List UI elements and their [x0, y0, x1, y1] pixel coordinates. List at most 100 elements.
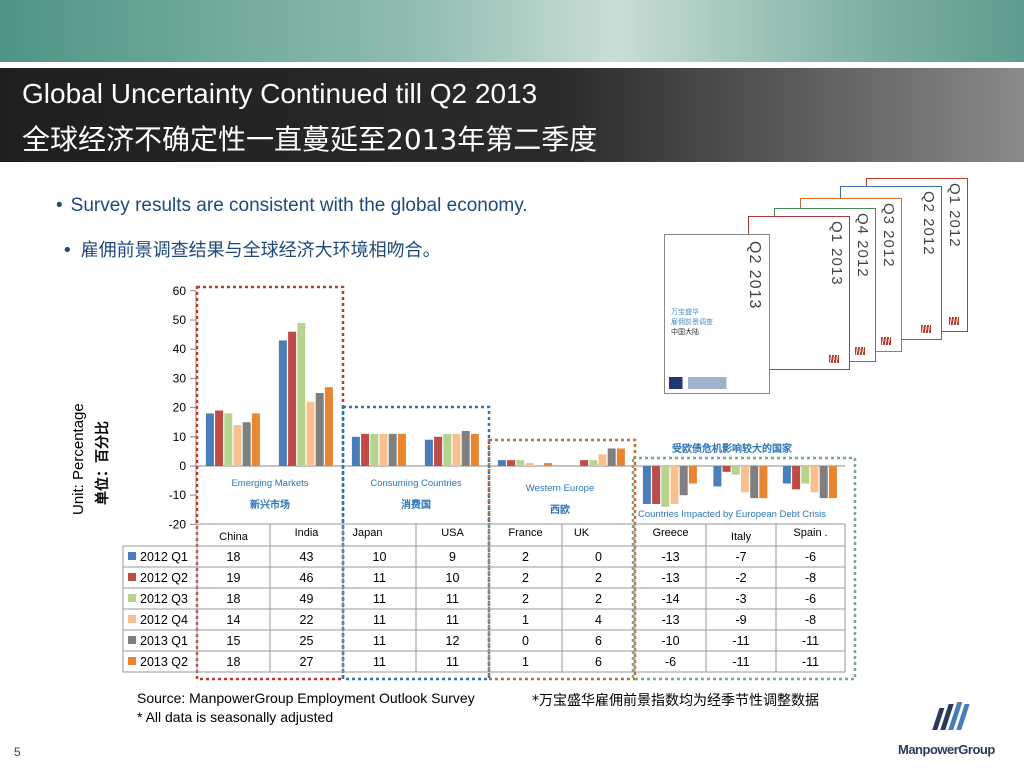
table-cell: 11 — [446, 592, 459, 606]
table-cell: 0 — [522, 634, 529, 648]
booklet-line1: 万宝盛华 — [671, 308, 699, 316]
booklet-label: Q4 2012 — [854, 213, 871, 278]
table-cell: 2 — [595, 571, 602, 585]
group-box-debt-crisis — [631, 456, 857, 681]
y-tick-label: -20 — [169, 517, 187, 531]
table-cell: 12 — [446, 634, 460, 648]
table-cell: 14 — [227, 613, 241, 627]
page-number: 5 — [14, 745, 21, 759]
table-cell: 2 — [522, 550, 529, 564]
table-cell: 2 — [595, 592, 602, 606]
table-cell: 6 — [595, 655, 602, 669]
bar — [397, 433, 406, 466]
table-cell: -2 — [735, 571, 746, 585]
y-tick-label: 20 — [173, 401, 187, 415]
table-cell: 6 — [595, 634, 602, 648]
bar — [379, 433, 388, 466]
table-column-header: Italy — [731, 531, 752, 543]
table-cell: 11 — [373, 613, 386, 627]
table-cell: 18 — [227, 592, 241, 606]
bar — [443, 433, 452, 466]
table-cell: 11 — [373, 571, 386, 585]
bar — [497, 460, 506, 466]
manpower-mini-logo-icon — [855, 347, 865, 355]
table-cell: 10 — [446, 571, 460, 585]
y-tick-label: 50 — [173, 313, 187, 327]
bar — [670, 466, 679, 504]
bullet-dot-icon: • — [56, 195, 63, 216]
table-cell: 11 — [373, 634, 386, 648]
legend-label: 2012 Q4 — [140, 613, 188, 627]
table-column-header: India — [295, 527, 320, 539]
table-column-header: France — [508, 527, 542, 539]
table-cell: 11 — [373, 592, 386, 606]
bar — [713, 466, 722, 487]
bar — [315, 393, 324, 466]
bar — [598, 454, 607, 466]
table-cell: -10 — [661, 634, 679, 648]
source-note: Source: ManpowerGroup Employment Outlook… — [137, 690, 475, 706]
bar — [731, 466, 740, 475]
table-cell: 19 — [227, 571, 241, 585]
title-bar — [0, 68, 1024, 162]
manpower-mini-logo-icon — [881, 337, 891, 345]
bar — [516, 460, 525, 466]
table-cell: 43 — [300, 550, 314, 564]
bar — [543, 463, 552, 466]
y-tick-label: -10 — [169, 488, 187, 502]
table-cell: -8 — [805, 613, 816, 627]
bullet-en-text: Survey results are consistent with the g… — [70, 195, 528, 216]
table-column-header: UK — [574, 527, 590, 539]
table-column-header: China — [219, 531, 249, 543]
manpower-mini-logo-icon — [829, 355, 839, 363]
table-cell: 18 — [227, 655, 241, 669]
bar — [759, 466, 768, 499]
bar — [819, 466, 828, 499]
table-cell: 11 — [446, 655, 459, 669]
bar — [470, 433, 479, 466]
booklet-label: Q2 2012 — [920, 191, 937, 256]
bar — [722, 466, 731, 472]
table-cell: 1 — [522, 655, 529, 669]
table-cell: -11 — [732, 655, 749, 669]
bar — [242, 422, 251, 466]
bar — [607, 448, 616, 466]
table-cell: 46 — [300, 571, 314, 585]
manpower-mini-logo-icon — [949, 317, 959, 325]
bar — [351, 436, 360, 466]
bar — [750, 466, 759, 499]
booklet-label: Q1 2013 — [828, 221, 845, 286]
legend-swatch — [128, 552, 136, 560]
table-cell: 25 — [300, 634, 314, 648]
table-cell: -6 — [805, 550, 816, 564]
bar — [525, 463, 534, 466]
manpower-mini-logo-icon — [921, 325, 931, 333]
booklet-label: Q1 2012 — [946, 183, 963, 248]
legend-swatch — [128, 657, 136, 665]
group-label-cn: 受欧债危机影响较大的国家 — [672, 442, 793, 455]
legend-swatch — [128, 573, 136, 581]
bar — [278, 340, 287, 466]
table-column-header: USA — [441, 527, 464, 539]
y-tick-label: 0 — [179, 459, 186, 473]
table-cell: 1 — [522, 613, 529, 627]
table-cell: -11 — [802, 655, 819, 669]
group-label-cn: 新兴市场 — [250, 498, 290, 511]
legend-label: 2013 Q2 — [140, 655, 188, 669]
legend-swatch — [128, 636, 136, 644]
y-tick-label: 60 — [173, 284, 187, 298]
manpowergroup-logo-icon — [932, 702, 970, 730]
table-cell: 10 — [373, 550, 387, 564]
logo-wordmark: ManpowerGroup — [898, 742, 995, 757]
bar — [288, 331, 297, 466]
group-label-en: Western Europe — [526, 483, 594, 494]
group-label-cn: 西欧 — [550, 503, 570, 516]
table-cell: -13 — [661, 571, 679, 585]
table-cell: 0 — [595, 550, 602, 564]
legend-label: 2012 Q1 — [140, 550, 188, 564]
table-cell: 2 — [522, 592, 529, 606]
bar — [580, 460, 589, 466]
table-cell: 11 — [373, 655, 386, 669]
y-tick-label: 10 — [173, 430, 187, 444]
